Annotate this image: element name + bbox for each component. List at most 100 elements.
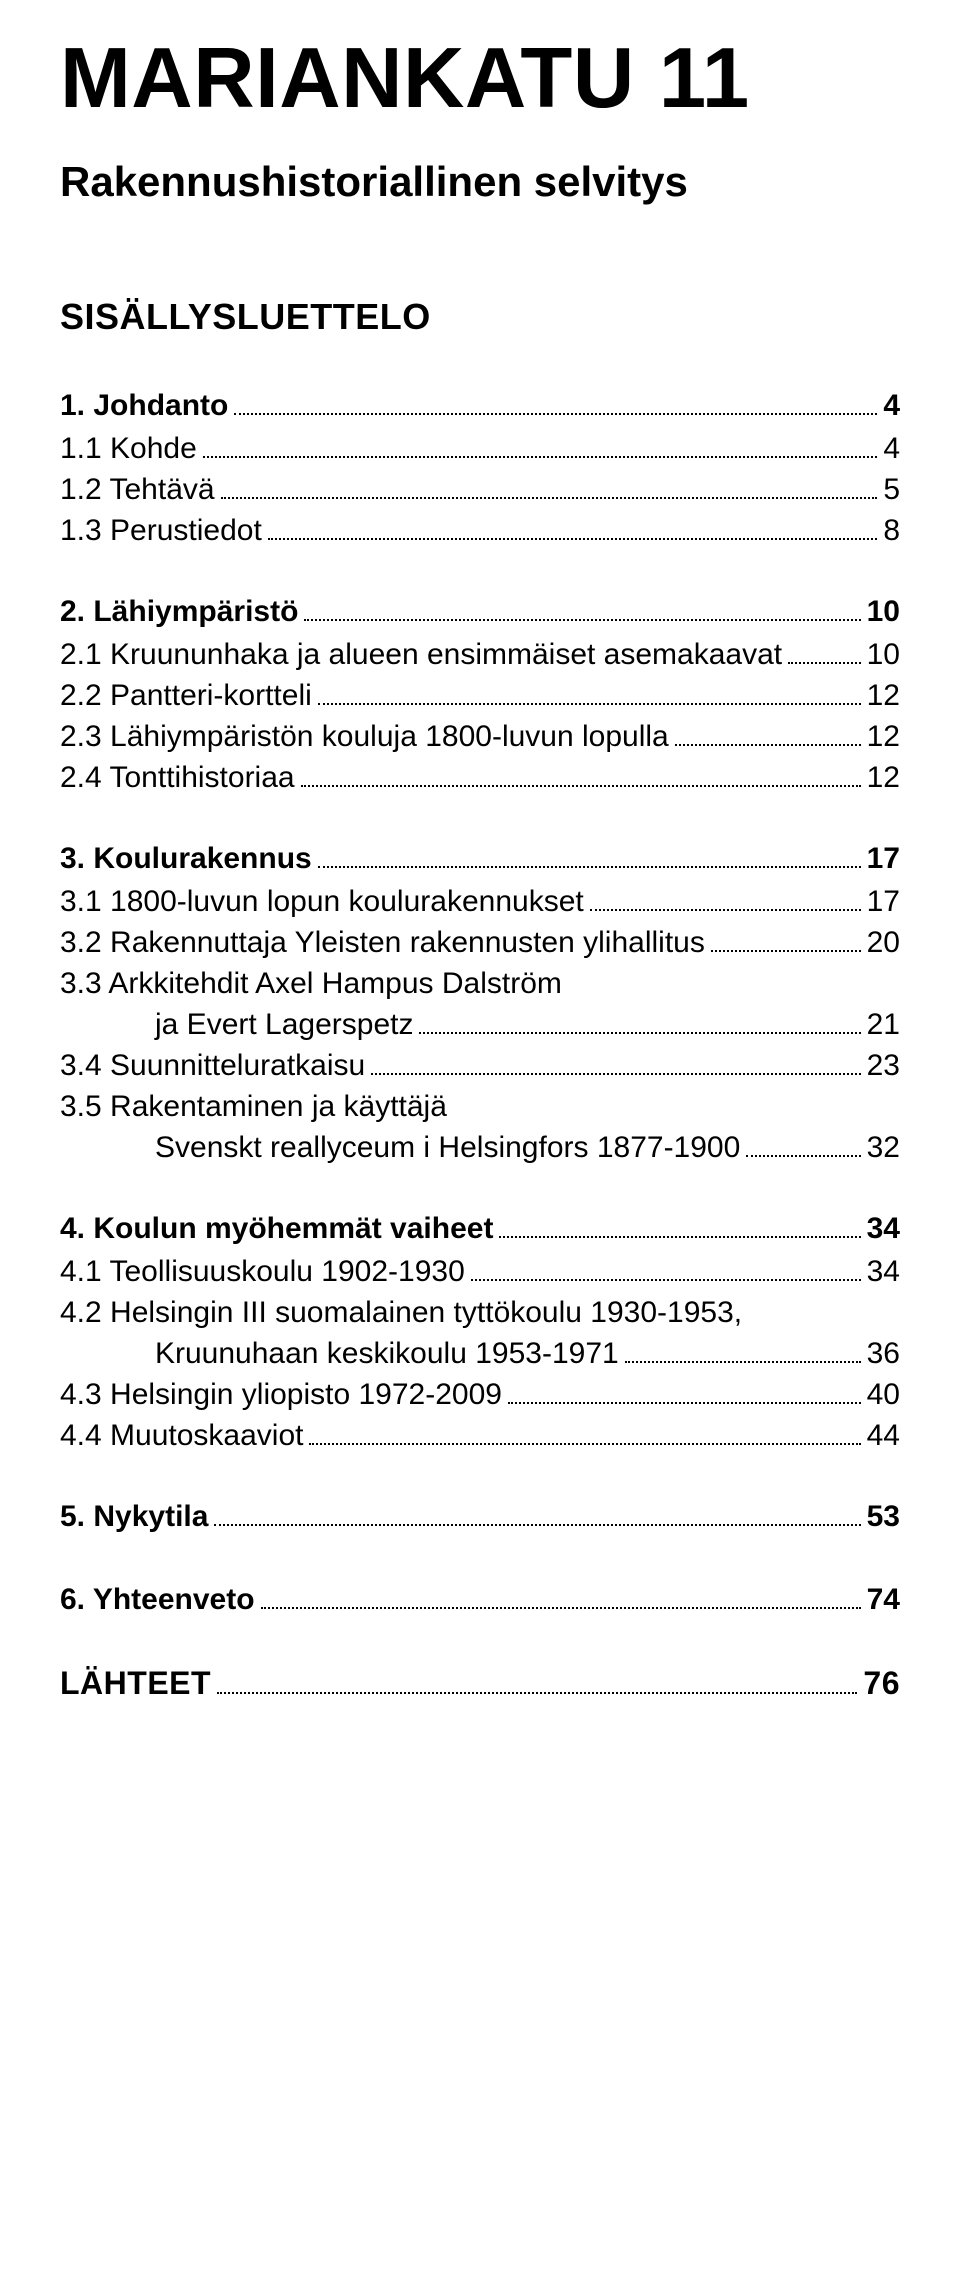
toc-page: 8 [883, 511, 900, 550]
subtitle: Rakennushistoriallinen selvitys [60, 158, 900, 206]
toc-label: Svenskt reallyceum i Helsingfors 1877-19… [60, 1128, 740, 1167]
main-title: MARIANKATU 11 [60, 30, 900, 128]
toc-label: 3.2 Rakennuttaja Yleisten rakennusten yl… [60, 923, 705, 962]
toc-subentry: 2.1 Kruununhaka ja alueen ensimmäiset as… [60, 635, 900, 674]
dot-leader [221, 497, 878, 499]
toc-page: 23 [867, 1046, 900, 1085]
toc-label: 4.1 Teollisuuskoulu 1902-1930 [60, 1252, 465, 1291]
toc-label: LÄHTEET [60, 1663, 211, 1705]
toc-header: SISÄLLYSLUETTELO [60, 296, 900, 338]
toc-page: 34 [867, 1252, 900, 1291]
toc-page: 17 [867, 839, 900, 878]
toc-page: 12 [867, 676, 900, 715]
toc-page: 53 [867, 1497, 900, 1536]
dot-leader [304, 619, 860, 621]
dot-leader [625, 1361, 861, 1363]
toc-label: 4.4 Muutoskaaviot [60, 1416, 303, 1455]
toc-section: 5. Nykytila 53 [60, 1497, 900, 1536]
toc-page: 32 [867, 1128, 900, 1167]
toc-subentry: 4.4 Muutoskaaviot 44 [60, 1416, 900, 1455]
toc-label: 3.1 1800-luvun lopun koulurakennukset [60, 882, 584, 921]
dot-leader [234, 413, 877, 415]
toc-continuation: Svenskt reallyceum i Helsingfors 1877-19… [60, 1128, 900, 1167]
dot-leader [203, 456, 878, 458]
toc-page: 10 [867, 592, 900, 631]
toc-section: 3. Koulurakennus 17 [60, 839, 900, 878]
toc-section: 1. Johdanto 4 [60, 386, 900, 425]
toc-label: 4. Koulun myöhemmät vaiheet [60, 1209, 493, 1248]
dot-leader [371, 1073, 860, 1075]
dot-leader [471, 1279, 861, 1281]
dot-leader [268, 538, 878, 540]
toc-label: 4.3 Helsingin yliopisto 1972-2009 [60, 1375, 502, 1414]
toc-subentry: 3.1 1800-luvun lopun koulurakennukset 17 [60, 882, 900, 921]
toc-page: 74 [867, 1580, 900, 1619]
toc-subentry: 1.2 Tehtävä 5 [60, 470, 900, 509]
toc-label: 1. Johdanto [60, 386, 228, 425]
toc-subentry: 3.5 Rakentaminen ja käyttäjä [60, 1087, 900, 1126]
dot-leader [419, 1032, 860, 1034]
table-of-contents: 1. Johdanto 4 1.1 Kohde 4 1.2 Tehtävä 5 … [60, 386, 900, 1705]
toc-label: Kruunuhaan keskikoulu 1953-1971 [60, 1334, 619, 1373]
dot-leader [746, 1155, 860, 1157]
toc-continuation: Kruunuhaan keskikoulu 1953-1971 36 [60, 1334, 900, 1373]
toc-page: 20 [867, 923, 900, 962]
toc-page: 36 [867, 1334, 900, 1373]
toc-label: 4.2 Helsingin III suomalainen tyttökoulu… [60, 1293, 742, 1332]
toc-page: 4 [883, 429, 900, 468]
toc-subentry: 1.3 Perustiedot 8 [60, 511, 900, 550]
toc-label: 1.3 Perustiedot [60, 511, 262, 550]
toc-appendix: LÄHTEET 76 [60, 1663, 900, 1705]
toc-label: 2.1 Kruununhaka ja alueen ensimmäiset as… [60, 635, 782, 674]
toc-subentry: 3.3 Arkkitehdit Axel Hampus Dalström [60, 964, 900, 1003]
dot-leader [318, 703, 861, 705]
dot-leader [788, 662, 861, 664]
toc-page: 40 [867, 1375, 900, 1414]
toc-page: 10 [867, 635, 900, 674]
toc-section: 6. Yhteenveto 74 [60, 1580, 900, 1619]
toc-page: 34 [867, 1209, 900, 1248]
dot-leader [261, 1607, 861, 1609]
dot-leader [217, 1692, 857, 1694]
dot-leader [214, 1524, 860, 1526]
toc-label: 3.4 Suunnitteluratkaisu [60, 1046, 365, 1085]
toc-subentry: 4.1 Teollisuuskoulu 1902-1930 34 [60, 1252, 900, 1291]
toc-page: 5 [883, 470, 900, 509]
dot-leader [675, 744, 861, 746]
toc-subentry: 4.3 Helsingin yliopisto 1972-2009 40 [60, 1375, 900, 1414]
dot-leader [499, 1236, 860, 1238]
toc-continuation: ja Evert Lagerspetz 21 [60, 1005, 900, 1044]
toc-label: 3. Koulurakennus [60, 839, 312, 878]
toc-page: 76 [863, 1663, 900, 1705]
dot-leader [508, 1402, 861, 1404]
toc-page: 12 [867, 758, 900, 797]
toc-label: 1.2 Tehtävä [60, 470, 215, 509]
toc-label: 3.3 Arkkitehdit Axel Hampus Dalström [60, 964, 562, 1003]
toc-label: 5. Nykytila [60, 1497, 208, 1536]
toc-subentry: 2.3 Lähiympäristön kouluja 1800-luvun lo… [60, 717, 900, 756]
dot-leader [301, 785, 861, 787]
toc-label: 6. Yhteenveto [60, 1580, 255, 1619]
dot-leader [590, 909, 861, 911]
toc-page: 44 [867, 1416, 900, 1455]
toc-section: 4. Koulun myöhemmät vaiheet 34 [60, 1209, 900, 1248]
toc-subentry: 4.2 Helsingin III suomalainen tyttökoulu… [60, 1293, 900, 1332]
toc-subentry: 2.2 Pantteri-kortteli 12 [60, 676, 900, 715]
toc-page: 17 [867, 882, 900, 921]
toc-label: 2.2 Pantteri-kortteli [60, 676, 312, 715]
toc-label: 2. Lähiympäristö [60, 592, 298, 631]
toc-subentry: 3.2 Rakennuttaja Yleisten rakennusten yl… [60, 923, 900, 962]
toc-page: 4 [883, 386, 900, 425]
toc-page: 12 [867, 717, 900, 756]
toc-subentry: 2.4 Tonttihistoriaa 12 [60, 758, 900, 797]
toc-label: ja Evert Lagerspetz [60, 1005, 413, 1044]
toc-subentry: 1.1 Kohde 4 [60, 429, 900, 468]
dot-leader [309, 1443, 860, 1445]
toc-label: 1.1 Kohde [60, 429, 197, 468]
toc-label: 3.5 Rakentaminen ja käyttäjä [60, 1087, 447, 1126]
dot-leader [711, 950, 861, 952]
toc-label: 2.4 Tonttihistoriaa [60, 758, 295, 797]
toc-label: 2.3 Lähiympäristön kouluja 1800-luvun lo… [60, 717, 669, 756]
toc-subentry: 3.4 Suunnitteluratkaisu 23 [60, 1046, 900, 1085]
toc-section: 2. Lähiympäristö 10 [60, 592, 900, 631]
